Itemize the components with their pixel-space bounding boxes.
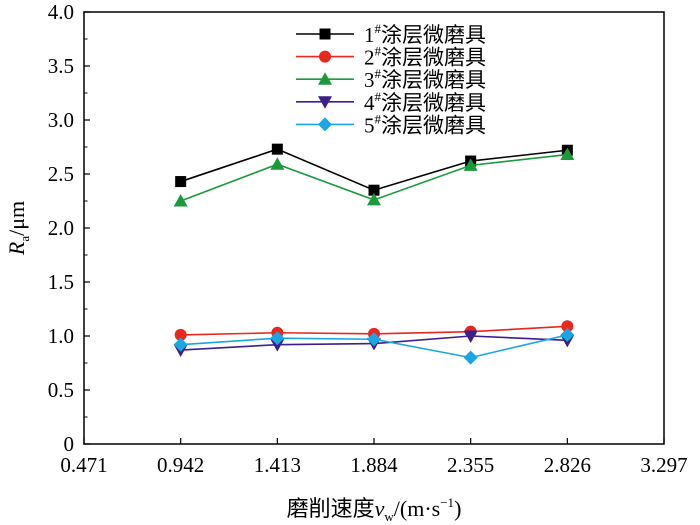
data-point	[173, 194, 188, 207]
y-tick-label: 0.5	[48, 378, 74, 402]
data-point	[560, 327, 575, 342]
data-point	[270, 157, 285, 170]
legend-label: 2#涂层微磨具	[364, 44, 486, 70]
data-point	[368, 184, 380, 196]
series-line	[180, 148, 568, 192]
data-point	[319, 28, 331, 40]
y-axis-label-suffix: /μm	[4, 201, 29, 236]
y-axis-label: Ra/μm	[4, 201, 32, 256]
x-axis-label-var: v	[375, 496, 385, 521]
y-tick-label: 2.5	[48, 162, 74, 186]
x-axis-label-sup: −1	[440, 495, 454, 510]
series-3	[173, 147, 575, 207]
legend-item-1: 1#涂层微磨具	[296, 21, 486, 47]
x-axis-label-close: )	[454, 496, 461, 521]
data-point	[463, 350, 478, 365]
x-tick-label: 0.942	[157, 453, 204, 477]
x-tick-label: 2.355	[447, 453, 494, 477]
y-tick-label: 2.0	[48, 216, 74, 240]
data-point	[367, 332, 381, 347]
series-1	[175, 143, 573, 196]
legend-item-2: 2#涂层微磨具	[296, 44, 486, 70]
legend-item-4: 4#涂层微磨具	[296, 89, 486, 115]
data-point	[463, 330, 478, 343]
x-axis-label: 磨削速度vw/(m·s−1)	[287, 495, 462, 524]
data-point	[175, 176, 187, 188]
y-axis-label-var: R	[4, 241, 29, 256]
legend-label: 5#涂层微磨具	[364, 111, 486, 137]
data-point	[560, 147, 575, 161]
data-point	[318, 117, 332, 132]
y-tick-label: 1.0	[48, 324, 74, 348]
y-tick-label: 3.5	[48, 54, 74, 78]
x-tick-label: 1.413	[254, 453, 301, 477]
data-point	[463, 158, 478, 171]
y-tick-label: 4.0	[48, 0, 74, 24]
data-point	[319, 50, 331, 63]
x-axis-label-sub: w	[384, 509, 394, 524]
y-tick-label: 0	[64, 432, 75, 456]
y-axis-label-sub: a	[17, 236, 32, 242]
y-tick-label: 1.5	[48, 270, 74, 294]
legend-label: 4#涂层微磨具	[364, 89, 486, 115]
x-tick-label: 2.826	[544, 453, 591, 477]
x-tick-label: 3.297	[640, 453, 687, 477]
plot-lines	[173, 143, 575, 365]
data-point	[173, 337, 188, 352]
series-5	[173, 327, 575, 365]
data-point	[174, 328, 187, 341]
legend-label: 3#涂层微磨具	[364, 66, 486, 92]
data-point	[318, 72, 332, 85]
data-point	[270, 331, 285, 346]
data-point	[367, 192, 381, 206]
data-point	[561, 320, 574, 333]
axis-ticks: 0.471 0.942 1.413 1.884 2.355 2.826 3.297 0 0.5 1…	[48, 0, 688, 477]
data-point	[318, 96, 332, 109]
x-tick-label: 1.884	[350, 453, 398, 477]
x-axis-label-prefix: 磨削速度	[287, 496, 375, 521]
data-point	[271, 143, 283, 155]
y-tick-label: 3.0	[48, 108, 74, 132]
legend-item-3: 3#涂层微磨具	[296, 66, 486, 92]
x-tick-label: 0.471	[60, 453, 107, 477]
legend-label: 1#涂层微磨具	[364, 21, 486, 47]
data-point	[270, 339, 285, 352]
legend-item-5: 5#涂层微磨具	[296, 111, 486, 137]
x-axis-label-suffix: /(m·s	[394, 496, 440, 521]
